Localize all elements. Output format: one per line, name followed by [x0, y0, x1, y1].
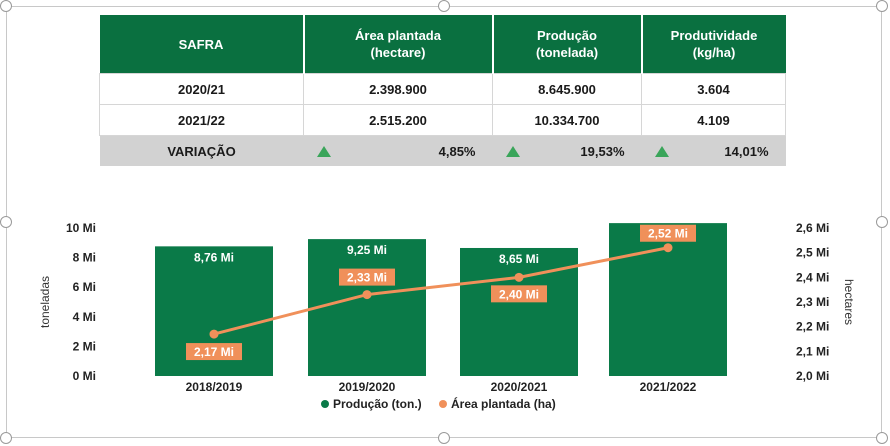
resize-handle-middle-right[interactable] — [876, 216, 888, 228]
line-data-label: 2,17 Mi — [194, 345, 234, 359]
resize-handle-bottom-left[interactable] — [0, 432, 12, 444]
line-area-plantada — [213, 246, 669, 336]
x-tick-label: 2021/2022 — [640, 380, 697, 394]
line-data-label-box — [339, 268, 395, 286]
production-area-chart: 0 Mi 2 Mi 4 Mi 6 Mi 8 Mi 10 Mi 2,0 Mi 2,1 Mi 2,2… — [38, 221, 856, 411]
line-data-label-box — [640, 224, 696, 242]
resize-handle-top-center[interactable] — [438, 0, 450, 12]
resize-handle-bottom-right[interactable] — [876, 432, 888, 444]
y-tick-label: 0 Mi — [73, 369, 96, 383]
y2-tick-label: 2,6 Mi — [796, 221, 829, 235]
increase-triangle-icon — [654, 145, 669, 157]
increase-triangle-icon — [316, 145, 331, 157]
increase-triangle-icon — [505, 145, 520, 157]
cell-producao: 10.334.700 — [492, 104, 642, 136]
y2-tick-label: 2,2 Mi — [796, 320, 829, 334]
cell-producao: 8.645.900 — [492, 73, 642, 105]
header-area-plantada: Área plantada (hectare) — [303, 15, 494, 74]
y-tick-label: 10 Mi — [66, 221, 96, 235]
resize-handle-top-right[interactable] — [876, 0, 888, 12]
bar-producao — [308, 239, 426, 376]
y-axis-title: toneladas — [38, 276, 52, 328]
variation-area: 4,85% — [303, 135, 493, 166]
x-tick-label: 2019/2020 — [339, 380, 396, 394]
variation-value: 19,53% — [580, 143, 625, 159]
bar-data-label: 8,65 Mi — [499, 252, 539, 266]
y2-tick-label: 2,4 Mi — [796, 270, 829, 284]
line-data-label: 2,33 Mi — [347, 271, 387, 285]
line-data-label: 2,52 Mi — [648, 227, 688, 241]
y2-tick-label: 2,1 Mi — [796, 344, 829, 358]
legend-marker-area — [439, 400, 447, 408]
y2-tick-label: 2,3 Mi — [796, 295, 829, 309]
y2-axis-title: hectares — [842, 279, 856, 325]
y-tick-label: 4 Mi — [73, 310, 96, 324]
line-data-label-box — [186, 343, 242, 361]
x-tick-label: 2018/2019 — [186, 380, 243, 394]
header-produtividade: Produtividade (kg/ha) — [641, 15, 786, 74]
resize-handle-bottom-center[interactable] — [438, 432, 450, 444]
y2-tick-label: 2,0 Mi — [796, 369, 829, 383]
line-data-label-box — [491, 285, 547, 303]
variation-producao: 19,53% — [492, 135, 642, 166]
point-area-plantada — [514, 272, 524, 282]
table-header-row: SAFRA Área plantada (hectare) Produção (to… — [99, 15, 786, 74]
bar-data-label: 9,25 Mi — [347, 243, 387, 257]
variation-label: VARIAÇÃO — [99, 135, 304, 166]
cell-safra: 2021/22 — [99, 104, 304, 136]
bar-producao — [460, 247, 578, 376]
resize-handle-middle-left[interactable] — [0, 216, 12, 228]
x-tick-label: 2020/2021 — [491, 380, 548, 394]
point-area-plantada — [362, 290, 372, 300]
y-tick-label: 8 Mi — [73, 251, 96, 265]
y-tick-label: 2 Mi — [73, 339, 96, 353]
cell-area: 2.515.200 — [303, 104, 493, 136]
cell-produtividade: 4.109 — [641, 104, 786, 136]
bar-data-label: 8,76 Mi — [194, 250, 234, 264]
legend-marker-producao — [321, 400, 329, 408]
table-row: 2020/21 2.398.900 8.645.900 3.604 — [99, 73, 786, 105]
variation-value: 14,01% — [724, 143, 769, 159]
cell-safra: 2020/21 — [99, 73, 304, 105]
point-area-plantada — [209, 329, 219, 339]
legend-label-area: Área plantada (ha) — [451, 396, 556, 411]
variation-value: 4,85% — [438, 143, 476, 159]
line-data-label: 2,40 Mi — [499, 287, 539, 301]
summary-table: SAFRA Área plantada (hectare) Produção (to… — [99, 15, 786, 166]
resize-handle-top-left[interactable] — [0, 0, 12, 12]
y-tick-label: 6 Mi — [73, 280, 96, 294]
y2-tick-label: 2,5 Mi — [796, 246, 829, 260]
header-safra: SAFRA — [99, 15, 305, 74]
variation-produtividade: 14,01% — [641, 135, 786, 166]
cell-produtividade: 3.604 — [641, 73, 786, 105]
point-area-plantada — [663, 243, 673, 253]
variation-row: VARIAÇÃO 4,85% 19,53% 14,01% — [99, 135, 786, 166]
table-row: 2021/22 2.515.200 10.334.700 4.109 — [99, 104, 786, 136]
legend-label-producao: Produção (ton.) — [333, 397, 422, 411]
header-producao: Produção (tonelada) — [492, 15, 643, 74]
cell-area: 2.398.900 — [303, 73, 493, 105]
